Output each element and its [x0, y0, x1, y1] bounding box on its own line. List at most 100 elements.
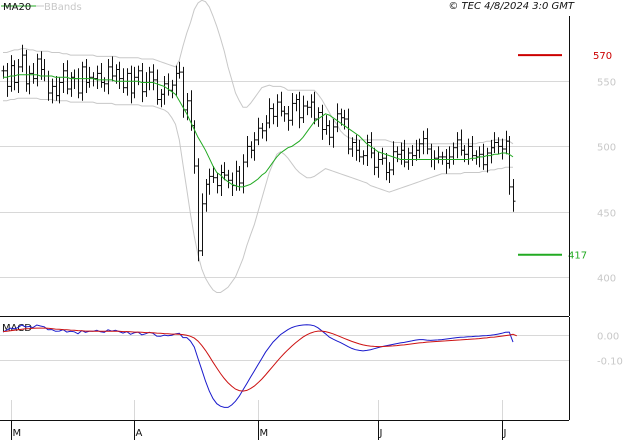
signal-line — [2, 327, 517, 392]
price-bar — [410, 145, 415, 166]
price-bar — [245, 136, 250, 168]
price-bar — [260, 123, 265, 139]
level-support: 417 — [518, 251, 587, 262]
price-bar — [12, 60, 17, 91]
price-bar — [357, 139, 362, 163]
price-bar — [440, 151, 445, 165]
price-bar — [162, 76, 167, 105]
resistance-label: 570 — [593, 51, 612, 62]
price-bar — [170, 79, 175, 99]
x-tick-label: M — [13, 428, 22, 439]
price-bar — [267, 98, 272, 129]
price-tick-label: 400 — [597, 274, 616, 285]
price-bar — [106, 59, 111, 95]
price-bar — [110, 56, 115, 82]
price-bar — [121, 68, 126, 93]
price-bar — [252, 132, 257, 161]
price-bars — [1, 44, 516, 262]
price-bar — [61, 63, 66, 93]
price-bar — [132, 66, 137, 99]
ma20-line — [3, 74, 514, 188]
price-bar — [125, 68, 130, 96]
price-bar — [451, 142, 456, 165]
price-bar — [372, 147, 377, 176]
price-bar — [447, 146, 452, 169]
x-tick-label: J — [503, 428, 507, 439]
macd-panel-title: MACD — [2, 323, 32, 334]
price-bar — [346, 108, 351, 155]
price-bar — [376, 151, 381, 178]
price-bar — [312, 91, 317, 125]
price-bar — [335, 103, 340, 133]
price-bar — [365, 134, 370, 166]
price-bar — [301, 95, 306, 123]
price-bar — [271, 103, 276, 125]
price-bar — [417, 138, 422, 159]
price-bar — [327, 120, 332, 146]
x-axis-labels: MAMJJA — [11, 400, 507, 440]
macd-grid — [0, 335, 569, 361]
ma20-legend-label: MA20 — [3, 2, 31, 13]
price-bar — [395, 146, 400, 163]
price-bar — [222, 162, 227, 181]
price-bar — [297, 91, 302, 129]
price-bar — [31, 63, 36, 84]
price-bar — [95, 65, 100, 89]
price-bar — [57, 77, 62, 104]
price-bar — [282, 106, 287, 122]
price-bar — [1, 65, 6, 79]
price-bar — [215, 172, 220, 194]
price-tick-label: 450 — [597, 209, 616, 220]
price-bar — [286, 106, 291, 131]
price-bar — [305, 100, 310, 116]
x-tick-label: M — [260, 428, 269, 439]
price-bar — [226, 169, 231, 189]
price-bar — [20, 44, 25, 73]
price-bar — [87, 66, 92, 88]
price-bar — [200, 193, 205, 256]
legend: MA20 BBands — [1, 2, 82, 13]
macd-tick-label: -0.10 — [597, 357, 623, 368]
price-bar — [35, 53, 40, 87]
macd-line — [2, 324, 514, 408]
macd-tick-label: 0.00 — [597, 332, 619, 343]
price-bar — [177, 61, 182, 79]
price-bar — [117, 61, 122, 89]
price-tick-label: 500 — [597, 143, 616, 154]
bbands-lower-line — [3, 97, 513, 293]
support-label: 417 — [568, 251, 587, 262]
price-bar — [511, 179, 516, 212]
x-tick-label: A — [136, 428, 143, 439]
price-bar — [50, 78, 55, 104]
price-bar — [485, 147, 490, 173]
bbands-upper-line — [3, 0, 514, 145]
price-bar — [470, 136, 475, 161]
price-bar — [387, 162, 392, 183]
price-bar — [211, 166, 216, 183]
price-bar — [80, 61, 85, 101]
price-bar — [256, 117, 261, 146]
price-bar — [402, 139, 407, 168]
price-bar — [207, 168, 212, 195]
price-bar — [290, 93, 295, 126]
price-bar — [155, 69, 160, 105]
price-bar — [406, 147, 411, 170]
x-tick-label: J — [379, 428, 383, 439]
bbands-legend-label: BBands — [44, 2, 82, 13]
price-bar — [5, 63, 10, 97]
price-bar — [425, 128, 430, 155]
price-bar — [421, 130, 426, 155]
macd-axis-labels: 0.00 -0.10 — [597, 332, 623, 368]
price-axis-labels: 400 450 500 550 — [597, 78, 616, 285]
price-bar — [380, 147, 385, 165]
price-bar — [496, 137, 501, 155]
level-resistance: 570 — [518, 51, 612, 62]
price-tick-label: 550 — [597, 78, 616, 89]
copyright-timestamp: © TEC 4/8/2024 3:0 GMT — [448, 1, 575, 12]
price-bar — [196, 158, 201, 262]
price-bar — [320, 104, 325, 140]
price-bar — [507, 136, 512, 195]
price-bar — [151, 64, 156, 91]
price-grid — [0, 81, 569, 278]
